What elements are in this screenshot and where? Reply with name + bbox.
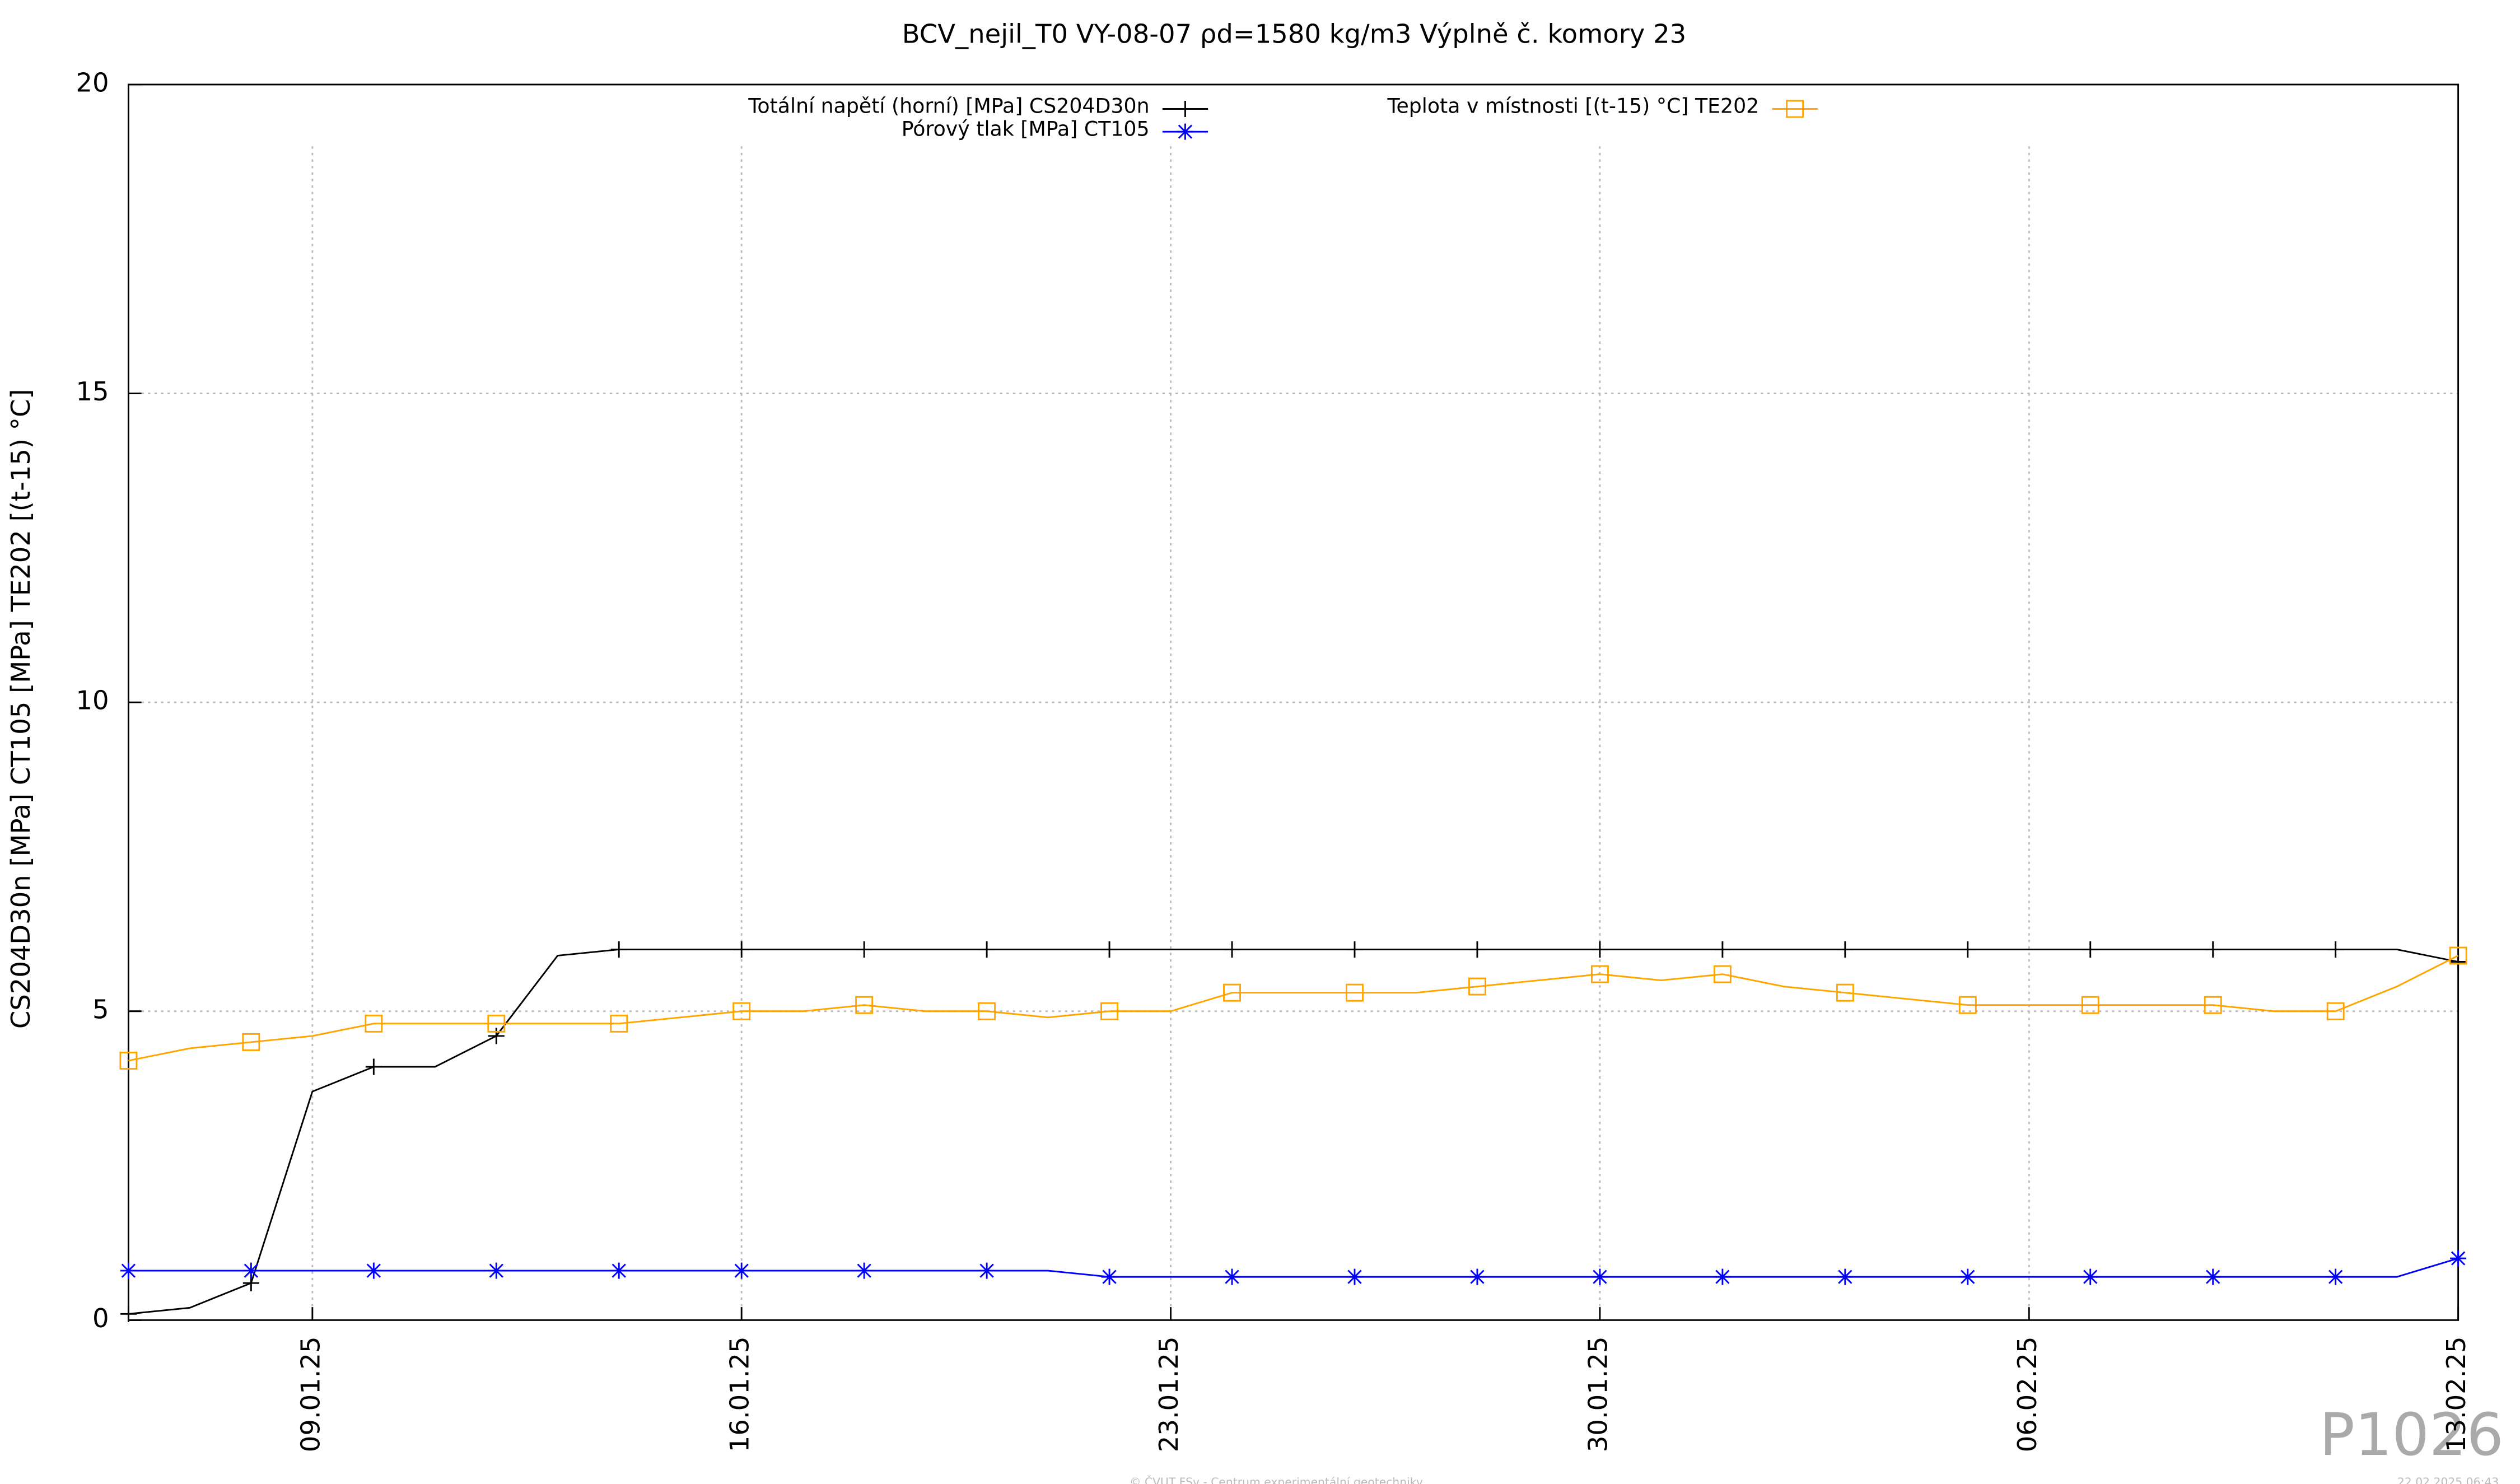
marker bbox=[978, 1262, 995, 1279]
marker bbox=[2449, 946, 2467, 965]
marker bbox=[733, 1262, 750, 1279]
marker bbox=[365, 1058, 382, 1075]
marker bbox=[242, 1262, 259, 1279]
marker bbox=[2082, 1268, 2099, 1285]
marker bbox=[1346, 983, 1364, 1002]
marker bbox=[1713, 965, 1732, 983]
marker bbox=[2205, 1268, 2222, 1285]
marker bbox=[1837, 941, 1854, 958]
marker bbox=[1958, 996, 1977, 1014]
marker bbox=[733, 941, 750, 958]
marker bbox=[1786, 100, 1804, 118]
x-tick-label: 30.01.25 bbox=[1583, 1336, 1613, 1452]
x-tick-label: 16.01.25 bbox=[725, 1336, 755, 1452]
marker bbox=[487, 1014, 506, 1033]
marker bbox=[1714, 1268, 1731, 1285]
marker bbox=[1346, 1268, 1363, 1285]
marker bbox=[1101, 1268, 1118, 1285]
marker bbox=[1468, 977, 1486, 996]
marker bbox=[2327, 1268, 2344, 1285]
marker bbox=[732, 1002, 751, 1020]
marker bbox=[242, 1033, 260, 1051]
marker bbox=[1959, 1268, 1976, 1285]
marker bbox=[1836, 983, 1854, 1002]
marker bbox=[1959, 941, 1976, 958]
y-tick-label: 20 bbox=[76, 67, 109, 97]
legend-label: Totální napětí (horní) [MPa] CS204D30n bbox=[748, 94, 1149, 118]
marker bbox=[610, 1262, 627, 1279]
timestamp: 22.02.2025 06:43 bbox=[2397, 1476, 2499, 1484]
marker bbox=[610, 1014, 628, 1033]
chart-title: BCV_nejil_T0 VY-08-07 ρd=1580 kg/m3 Výpl… bbox=[902, 18, 1686, 49]
plot-frame bbox=[127, 83, 2460, 1321]
x-tick-label: 13.02.25 bbox=[2441, 1336, 2471, 1452]
x-tick-label: 09.01.25 bbox=[295, 1336, 325, 1452]
series-line bbox=[128, 955, 2459, 1062]
marker bbox=[610, 941, 627, 958]
marker bbox=[1469, 1268, 1486, 1285]
marker bbox=[856, 941, 872, 958]
marker bbox=[1346, 941, 1363, 958]
x-tick-label: 23.01.25 bbox=[1154, 1336, 1184, 1452]
marker bbox=[2082, 941, 2099, 958]
marker bbox=[1714, 941, 1731, 958]
marker bbox=[1224, 1268, 1240, 1285]
marker bbox=[855, 996, 874, 1014]
x-tick-label: 06.02.25 bbox=[2012, 1336, 2042, 1452]
y-axis-label: CS204D30n [MPa] CT105 [MPa] TE202 [(t-15… bbox=[6, 389, 36, 1029]
series-line bbox=[128, 1257, 2459, 1278]
series-line bbox=[128, 948, 2458, 1315]
marker bbox=[1177, 123, 1193, 140]
y-tick-label: 10 bbox=[76, 685, 109, 716]
footer: © ČVUT FSv - Centrum experimentální geot… bbox=[1130, 1475, 1423, 1484]
marker bbox=[1592, 941, 1608, 958]
marker bbox=[365, 1262, 382, 1279]
marker bbox=[1469, 941, 1486, 958]
marker bbox=[365, 1014, 383, 1033]
marker bbox=[488, 1262, 505, 1279]
marker bbox=[1223, 983, 1242, 1002]
y-tick-label: 15 bbox=[76, 376, 109, 407]
marker bbox=[2205, 941, 2222, 958]
y-tick-label: 0 bbox=[92, 1303, 109, 1333]
y-tick-label: 5 bbox=[92, 994, 109, 1024]
marker bbox=[488, 1028, 505, 1044]
marker bbox=[978, 1002, 996, 1020]
watermark: P1026 bbox=[2320, 1401, 2504, 1469]
marker bbox=[120, 1305, 137, 1322]
marker bbox=[1592, 1268, 1608, 1285]
legend-label: Teplota v místnosti [(t-15) °C] TE202 bbox=[1387, 94, 1759, 118]
marker bbox=[2327, 941, 2344, 958]
marker bbox=[119, 1052, 138, 1070]
marker bbox=[2204, 996, 2222, 1014]
marker bbox=[856, 1262, 872, 1279]
marker bbox=[1224, 941, 1240, 958]
marker bbox=[1100, 1002, 1119, 1020]
marker bbox=[1837, 1268, 1854, 1285]
marker bbox=[1590, 965, 1609, 983]
marker bbox=[1101, 941, 1118, 958]
legend-label: Pórový tlak [MPa] CT105 bbox=[902, 116, 1150, 141]
marker bbox=[978, 941, 995, 958]
marker bbox=[2450, 1250, 2467, 1267]
marker bbox=[2326, 1002, 2345, 1020]
marker bbox=[120, 1262, 137, 1279]
marker bbox=[2081, 996, 2099, 1014]
marker bbox=[1177, 100, 1193, 118]
